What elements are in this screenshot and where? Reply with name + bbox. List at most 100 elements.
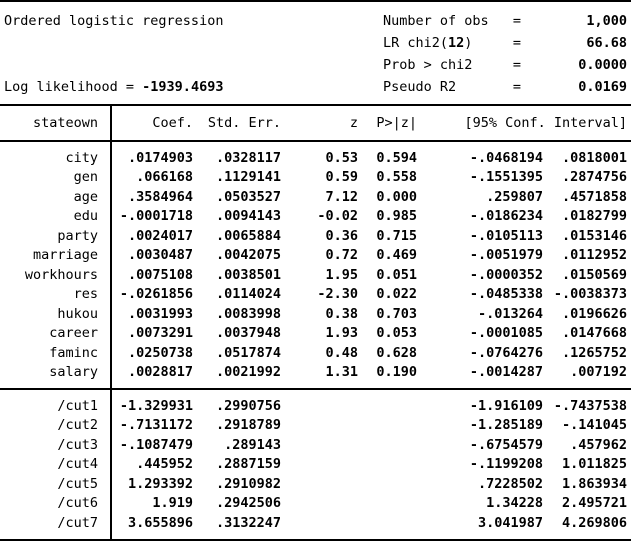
- stderr-value: .0328117: [215, 149, 281, 166]
- table-row: faminc .0250738 .0517874 0.48 0.628 -.07…: [0, 343, 631, 363]
- coef-value: .0030487: [127, 247, 193, 264]
- coef-value: .0073291: [127, 325, 193, 342]
- bottom-rule: [0, 538, 631, 541]
- row-variable-label: edu: [73, 208, 98, 225]
- stat-label-text: LR chi2(: [383, 35, 449, 51]
- ci-upper-value: .0153146: [561, 227, 627, 244]
- coef-value: -.0261856: [119, 286, 193, 303]
- row-variable-label: /cut5: [57, 475, 98, 492]
- stderr-value: .1129141: [215, 169, 281, 186]
- cutpoint-rows-section: /cut1 -1.329931 .2990756 -1.916109 -.743…: [0, 390, 631, 539]
- stat-label-bold: 12: [448, 35, 465, 51]
- ci-upper-value: 4.269806: [561, 514, 627, 531]
- coefficient-rows-section: city .0174903 .0328117 0.53 0.594 -.0468…: [0, 142, 631, 388]
- ci-upper-value: .0196626: [561, 305, 627, 322]
- ci-lower-value: -.0051979: [469, 247, 543, 264]
- row-variable-label: /cut4: [57, 456, 98, 473]
- coef-value: .0250738: [127, 344, 193, 361]
- ci-lower-value: 1.34228: [486, 495, 543, 512]
- stat-label: LR chi2(12): [379, 32, 507, 54]
- pvalue-value: 0.628: [376, 344, 417, 361]
- table-row: /cut2 -.7131172 .2918789 -1.285189 -.141…: [0, 416, 631, 436]
- ci-lower-value: 3.041987: [477, 514, 543, 531]
- z-value: 0.53: [325, 149, 358, 166]
- coef-header: Coef.: [152, 115, 193, 131]
- coef-value: .0024017: [127, 227, 193, 244]
- section-rule: [0, 388, 631, 390]
- stat-label-text: Prob > chi2: [383, 57, 473, 73]
- pvalue-value: 0.022: [376, 286, 417, 303]
- spacer-line: [4, 32, 379, 54]
- stat-value: 66.68: [586, 35, 627, 51]
- pvalue-value: 0.000: [376, 188, 417, 205]
- z-value: 1.95: [325, 266, 358, 283]
- row-variable-label: age: [73, 188, 98, 205]
- ci-lower-value: -.0014287: [469, 364, 543, 381]
- row-variable-label: /cut3: [57, 436, 98, 453]
- pvalue-value: 0.053: [376, 325, 417, 342]
- table-row: hukou .0031993 .0083998 0.38 0.703 -.013…: [0, 304, 631, 324]
- equals-sign: =: [512, 57, 522, 73]
- coef-value: .0174903: [127, 149, 193, 166]
- ci-upper-value: .2874756: [561, 169, 627, 186]
- model-summary: Ordered logistic regression Log likeliho…: [0, 2, 631, 104]
- log-likelihood-label: Log likelihood =: [4, 79, 143, 95]
- coef-value: .445952: [136, 456, 193, 473]
- stat-label: Number of obs: [379, 10, 507, 32]
- stat-value: 0.0169: [578, 79, 627, 95]
- equals-sign: =: [512, 13, 522, 29]
- ci-upper-value: 2.495721: [561, 495, 627, 512]
- stderr-value: .289143: [224, 436, 281, 453]
- ci-upper-value: .0182799: [561, 208, 627, 225]
- ci-upper-value: 1.863934: [561, 475, 627, 492]
- ci-upper-value: .007192: [570, 364, 627, 381]
- table-row: /cut5 1.293392 .2910982 .7228502 1.86393…: [0, 474, 631, 494]
- table-row: age .3584964 .0503527 7.12 0.000 .259807…: [0, 187, 631, 207]
- top-rule: [0, 0, 631, 2]
- pvalue-value: 0.985: [376, 208, 417, 225]
- stderr-value: .0021992: [215, 364, 281, 381]
- coef-value: -.0001718: [119, 208, 193, 225]
- confidence-interval-header: [95% Conf. Interval]: [464, 115, 627, 131]
- stderr-value: .0114024: [215, 286, 281, 303]
- ci-upper-value: -.7437538: [553, 397, 627, 414]
- ci-lower-value: -.6754579: [469, 436, 543, 453]
- table-row: career .0073291 .0037948 1.93 0.053 -.00…: [0, 324, 631, 344]
- stat-lr-chi2: LR chi2(12) = 66.68: [379, 32, 627, 54]
- z-value: 1.93: [325, 325, 358, 342]
- stderr-value: .0042075: [215, 247, 281, 264]
- table-row: marriage .0030487 .0042075 0.72 0.469 -.…: [0, 246, 631, 266]
- table-row: party .0024017 .0065884 0.36 0.715 -.010…: [0, 226, 631, 246]
- ci-upper-value: .4571858: [561, 188, 627, 205]
- coef-value: 1.919: [152, 495, 193, 512]
- model-summary-right: Number of obs = 1,000 LR chi2(12) = 66.6…: [379, 10, 627, 104]
- stderr-value: .2918789: [215, 417, 281, 434]
- z-value: -2.30: [317, 286, 358, 303]
- row-variable-label: party: [57, 227, 98, 244]
- stat-label-text: Pseudo R2: [383, 79, 457, 95]
- stderr-value: .2887159: [215, 456, 281, 473]
- stat-label: Prob > chi2: [379, 54, 507, 76]
- stat-label-text: Number of obs: [383, 13, 489, 29]
- stderr-value: .0065884: [215, 227, 281, 244]
- ci-upper-value: .0150569: [561, 266, 627, 283]
- pvalue-value: 0.703: [376, 305, 417, 322]
- stderr-value: .2990756: [215, 397, 281, 414]
- ci-lower-value: -.0186234: [469, 208, 543, 225]
- row-variable-label: faminc: [49, 344, 98, 361]
- ci-upper-value: .0818001: [561, 149, 627, 166]
- stderr-value: .0094143: [215, 208, 281, 225]
- ci-upper-value: -.141045: [561, 417, 627, 434]
- ci-lower-value: -.0001085: [469, 325, 543, 342]
- stderr-value: .2910982: [215, 475, 281, 492]
- header-rule: [0, 140, 631, 142]
- table-vertical-divider: [110, 104, 112, 541]
- ci-upper-value: .0112952: [561, 247, 627, 264]
- table-row: /cut6 1.919 .2942506 1.34228 2.495721: [0, 494, 631, 514]
- pvalue-value: 0.469: [376, 247, 417, 264]
- ci-lower-value: -.0105113: [469, 227, 543, 244]
- ci-upper-value: .0147668: [561, 325, 627, 342]
- stderr-value: .0517874: [215, 344, 281, 361]
- stderr-value: .0503527: [215, 188, 281, 205]
- stat-label-post: ): [464, 35, 473, 51]
